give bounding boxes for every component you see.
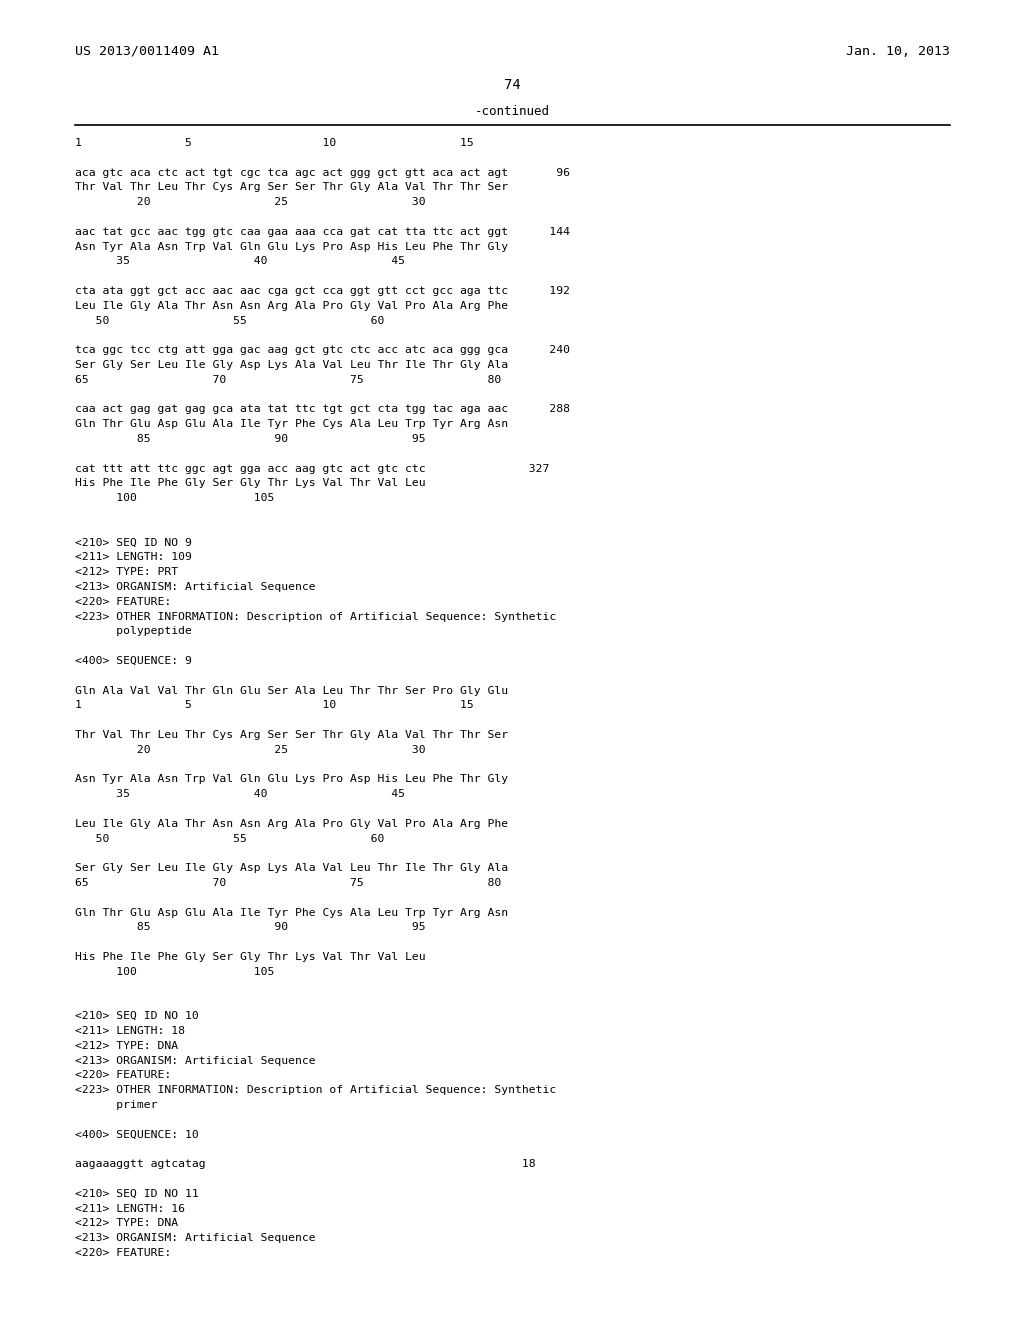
Text: 35                  40                  45: 35 40 45 xyxy=(75,256,406,267)
Text: Thr Val Thr Leu Thr Cys Arg Ser Ser Thr Gly Ala Val Thr Thr Ser: Thr Val Thr Leu Thr Cys Arg Ser Ser Thr … xyxy=(75,182,508,193)
Text: <400> SEQUENCE: 10: <400> SEQUENCE: 10 xyxy=(75,1130,199,1139)
Text: <212> TYPE: DNA: <212> TYPE: DNA xyxy=(75,1040,178,1051)
Text: 35                  40                  45: 35 40 45 xyxy=(75,789,406,799)
Text: aac tat gcc aac tgg gtc caa gaa aaa cca gat cat tta ttc act ggt      144: aac tat gcc aac tgg gtc caa gaa aaa cca … xyxy=(75,227,570,236)
Text: <211> LENGTH: 18: <211> LENGTH: 18 xyxy=(75,1026,185,1036)
Text: 85                  90                  95: 85 90 95 xyxy=(75,923,426,932)
Text: Gln Ala Val Val Thr Gln Glu Ser Ala Leu Thr Thr Ser Pro Gly Glu: Gln Ala Val Val Thr Gln Glu Ser Ala Leu … xyxy=(75,685,508,696)
Text: polypeptide: polypeptide xyxy=(75,627,191,636)
Text: Leu Ile Gly Ala Thr Asn Asn Arg Ala Pro Gly Val Pro Ala Arg Phe: Leu Ile Gly Ala Thr Asn Asn Arg Ala Pro … xyxy=(75,818,508,829)
Text: 65                  70                  75                  80: 65 70 75 80 xyxy=(75,375,502,385)
Text: caa act gag gat gag gca ata tat ttc tgt gct cta tgg tac aga aac      288: caa act gag gat gag gca ata tat ttc tgt … xyxy=(75,404,570,414)
Text: His Phe Ile Phe Gly Ser Gly Thr Lys Val Thr Val Leu: His Phe Ile Phe Gly Ser Gly Thr Lys Val … xyxy=(75,478,426,488)
Text: <213> ORGANISM: Artificial Sequence: <213> ORGANISM: Artificial Sequence xyxy=(75,1233,315,1243)
Text: <400> SEQUENCE: 9: <400> SEQUENCE: 9 xyxy=(75,656,191,667)
Text: cta ata ggt gct acc aac aac cga gct cca ggt gtt cct gcc aga ttc      192: cta ata ggt gct acc aac aac cga gct cca … xyxy=(75,286,570,296)
Text: <212> TYPE: PRT: <212> TYPE: PRT xyxy=(75,568,178,577)
Text: Thr Val Thr Leu Thr Cys Arg Ser Ser Thr Gly Ala Val Thr Thr Ser: Thr Val Thr Leu Thr Cys Arg Ser Ser Thr … xyxy=(75,730,508,741)
Text: <220> FEATURE:: <220> FEATURE: xyxy=(75,1071,171,1080)
Text: US 2013/0011409 A1: US 2013/0011409 A1 xyxy=(75,45,219,58)
Text: 20                  25                  30: 20 25 30 xyxy=(75,744,426,755)
Text: aagaaaggtt agtcatag                                              18: aagaaaggtt agtcatag 18 xyxy=(75,1159,536,1170)
Text: <211> LENGTH: 16: <211> LENGTH: 16 xyxy=(75,1204,185,1213)
Text: 50                  55                  60: 50 55 60 xyxy=(75,834,384,843)
Text: Leu Ile Gly Ala Thr Asn Asn Arg Ala Pro Gly Val Pro Ala Arg Phe: Leu Ile Gly Ala Thr Asn Asn Arg Ala Pro … xyxy=(75,301,508,310)
Text: Gln Thr Glu Asp Glu Ala Ile Tyr Phe Cys Ala Leu Trp Tyr Arg Asn: Gln Thr Glu Asp Glu Ala Ile Tyr Phe Cys … xyxy=(75,908,508,917)
Text: tca ggc tcc ctg att gga gac aag gct gtc ctc acc atc aca ggg gca      240: tca ggc tcc ctg att gga gac aag gct gtc … xyxy=(75,346,570,355)
Text: 85                  90                  95: 85 90 95 xyxy=(75,434,426,444)
Text: <213> ORGANISM: Artificial Sequence: <213> ORGANISM: Artificial Sequence xyxy=(75,582,315,591)
Text: <212> TYPE: DNA: <212> TYPE: DNA xyxy=(75,1218,178,1229)
Text: 50                  55                  60: 50 55 60 xyxy=(75,315,384,326)
Text: Gln Thr Glu Asp Glu Ala Ile Tyr Phe Cys Ala Leu Trp Tyr Arg Asn: Gln Thr Glu Asp Glu Ala Ile Tyr Phe Cys … xyxy=(75,420,508,429)
Text: <223> OTHER INFORMATION: Description of Artificial Sequence: Synthetic: <223> OTHER INFORMATION: Description of … xyxy=(75,1085,556,1096)
Text: 100                 105: 100 105 xyxy=(75,966,274,977)
Text: <210> SEQ ID NO 11: <210> SEQ ID NO 11 xyxy=(75,1189,199,1199)
Text: 65                  70                  75                  80: 65 70 75 80 xyxy=(75,878,502,888)
Text: 1               5                   10                  15: 1 5 10 15 xyxy=(75,139,474,148)
Text: 100                 105: 100 105 xyxy=(75,494,274,503)
Text: <210> SEQ ID NO 10: <210> SEQ ID NO 10 xyxy=(75,1011,199,1022)
Text: <223> OTHER INFORMATION: Description of Artificial Sequence: Synthetic: <223> OTHER INFORMATION: Description of … xyxy=(75,611,556,622)
Text: <210> SEQ ID NO 9: <210> SEQ ID NO 9 xyxy=(75,537,191,548)
Text: 74: 74 xyxy=(504,78,520,92)
Text: 20                  25                  30: 20 25 30 xyxy=(75,197,426,207)
Text: 1               5                   10                  15: 1 5 10 15 xyxy=(75,701,474,710)
Text: Asn Tyr Ala Asn Trp Val Gln Glu Lys Pro Asp His Leu Phe Thr Gly: Asn Tyr Ala Asn Trp Val Gln Glu Lys Pro … xyxy=(75,242,508,252)
Text: -continued: -continued xyxy=(474,106,550,117)
Text: Jan. 10, 2013: Jan. 10, 2013 xyxy=(846,45,950,58)
Text: Ser Gly Ser Leu Ile Gly Asp Lys Ala Val Leu Thr Ile Thr Gly Ala: Ser Gly Ser Leu Ile Gly Asp Lys Ala Val … xyxy=(75,360,508,370)
Text: <213> ORGANISM: Artificial Sequence: <213> ORGANISM: Artificial Sequence xyxy=(75,1056,315,1065)
Text: cat ttt att ttc ggc agt gga acc aag gtc act gtc ctc               327: cat ttt att ttc ggc agt gga acc aag gtc … xyxy=(75,463,549,474)
Text: primer: primer xyxy=(75,1100,158,1110)
Text: <220> FEATURE:: <220> FEATURE: xyxy=(75,1247,171,1258)
Text: <211> LENGTH: 109: <211> LENGTH: 109 xyxy=(75,552,191,562)
Text: aca gtc aca ctc act tgt cgc tca agc act ggg gct gtt aca act agt       96: aca gtc aca ctc act tgt cgc tca agc act … xyxy=(75,168,570,178)
Text: Ser Gly Ser Leu Ile Gly Asp Lys Ala Val Leu Thr Ile Thr Gly Ala: Ser Gly Ser Leu Ile Gly Asp Lys Ala Val … xyxy=(75,863,508,874)
Text: <220> FEATURE:: <220> FEATURE: xyxy=(75,597,171,607)
Text: Asn Tyr Ala Asn Trp Val Gln Glu Lys Pro Asp His Leu Phe Thr Gly: Asn Tyr Ala Asn Trp Val Gln Glu Lys Pro … xyxy=(75,775,508,784)
Text: His Phe Ile Phe Gly Ser Gly Thr Lys Val Thr Val Leu: His Phe Ile Phe Gly Ser Gly Thr Lys Val … xyxy=(75,952,426,962)
